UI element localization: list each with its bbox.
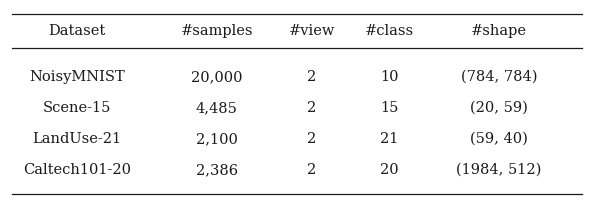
Text: (784, 784): (784, 784) bbox=[461, 70, 537, 84]
Text: 2: 2 bbox=[307, 101, 317, 115]
Text: 2: 2 bbox=[307, 132, 317, 146]
Text: LandUse-21: LandUse-21 bbox=[33, 132, 122, 146]
Text: Caltech101-20: Caltech101-20 bbox=[23, 163, 131, 177]
Text: 2: 2 bbox=[307, 70, 317, 84]
Text: #shape: #shape bbox=[471, 24, 527, 38]
Text: 15: 15 bbox=[380, 101, 398, 115]
Text: 4,485: 4,485 bbox=[196, 101, 238, 115]
Text: 10: 10 bbox=[380, 70, 399, 84]
Text: #samples: #samples bbox=[181, 24, 253, 38]
Text: 2,386: 2,386 bbox=[196, 163, 238, 177]
Text: Scene-15: Scene-15 bbox=[43, 101, 112, 115]
Text: NoisyMNIST: NoisyMNIST bbox=[29, 70, 125, 84]
Text: #class: #class bbox=[365, 24, 413, 38]
Text: Dataset: Dataset bbox=[49, 24, 106, 38]
Text: (20, 59): (20, 59) bbox=[470, 101, 528, 115]
Text: 21: 21 bbox=[380, 132, 398, 146]
Text: 2: 2 bbox=[307, 163, 317, 177]
Text: 2,100: 2,100 bbox=[196, 132, 238, 146]
Text: #view: #view bbox=[289, 24, 335, 38]
Text: (1984, 512): (1984, 512) bbox=[456, 163, 542, 177]
Text: 20,000: 20,000 bbox=[191, 70, 242, 84]
Text: (59, 40): (59, 40) bbox=[470, 132, 528, 146]
Text: 20: 20 bbox=[380, 163, 399, 177]
